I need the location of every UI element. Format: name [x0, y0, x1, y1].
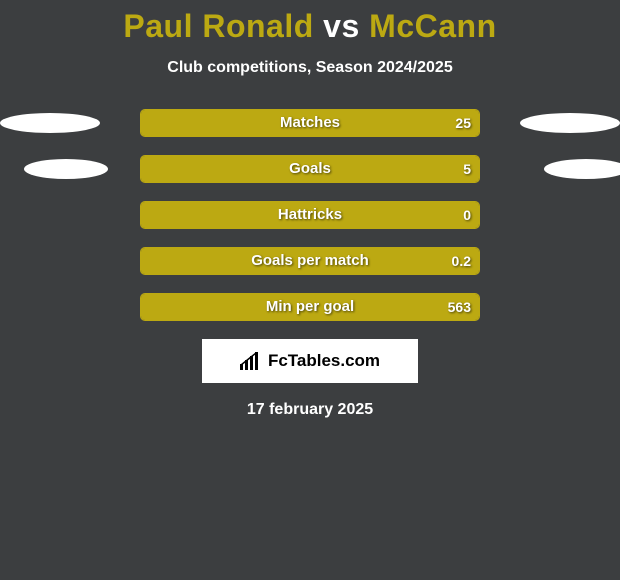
- left-marker-slot: [0, 295, 100, 319]
- stat-value-right: 0.2: [452, 248, 471, 274]
- bar-fill-right: [141, 110, 479, 136]
- date-label: 17 february 2025: [0, 401, 620, 419]
- ellipse-icon: [520, 113, 620, 133]
- stat-bar: Min per goal563: [140, 293, 480, 321]
- ellipse-icon: [544, 159, 620, 179]
- player2-name: McCann: [369, 8, 496, 44]
- chart-icon: [240, 352, 262, 370]
- left-marker-slot: [0, 111, 100, 135]
- stat-bar: Matches25: [140, 109, 480, 137]
- stat-row: Goals per match0.2: [0, 247, 620, 275]
- stat-value-right: 0: [463, 202, 471, 228]
- stat-row: Matches25: [0, 109, 620, 137]
- bar-fill-right: [141, 202, 479, 228]
- subtitle: Club competitions, Season 2024/2025: [0, 59, 620, 77]
- stat-value-right: 563: [448, 294, 471, 320]
- logo-box: FcTables.com: [202, 339, 418, 383]
- right-marker: [520, 111, 620, 135]
- logo-text: FcTables.com: [268, 351, 380, 371]
- comparison-title: Paul Ronald vs McCann: [0, 0, 620, 45]
- stat-row: Goals5: [0, 155, 620, 183]
- player1-name: Paul Ronald: [123, 8, 313, 44]
- left-marker-slot: [0, 157, 100, 181]
- stat-value-right: 25: [455, 110, 471, 136]
- right-marker-slot: [520, 111, 620, 135]
- vs-separator: vs: [323, 8, 360, 44]
- stat-value-right: 5: [463, 156, 471, 182]
- stat-bar: Hattricks0: [140, 201, 480, 229]
- right-marker: [536, 157, 620, 181]
- right-marker-slot: [520, 157, 620, 181]
- left-marker: [16, 157, 116, 181]
- stats-container: Matches25 Goals5 Hattricks0 Goals per match…: [0, 109, 620, 321]
- stat-bar: Goals5: [140, 155, 480, 183]
- stat-bar: Goals per match0.2: [140, 247, 480, 275]
- stat-row: Min per goal563: [0, 293, 620, 321]
- ellipse-icon: [24, 159, 108, 179]
- left-marker-slot: [0, 203, 100, 227]
- stat-row: Hattricks0: [0, 201, 620, 229]
- bar-fill-right: [141, 248, 479, 274]
- right-marker-slot: [520, 295, 620, 319]
- left-marker-slot: [0, 249, 100, 273]
- right-marker-slot: [520, 203, 620, 227]
- right-marker-slot: [520, 249, 620, 273]
- bar-fill-right: [141, 156, 479, 182]
- bar-fill-right: [141, 294, 479, 320]
- ellipse-icon: [0, 113, 100, 133]
- left-marker: [0, 111, 100, 135]
